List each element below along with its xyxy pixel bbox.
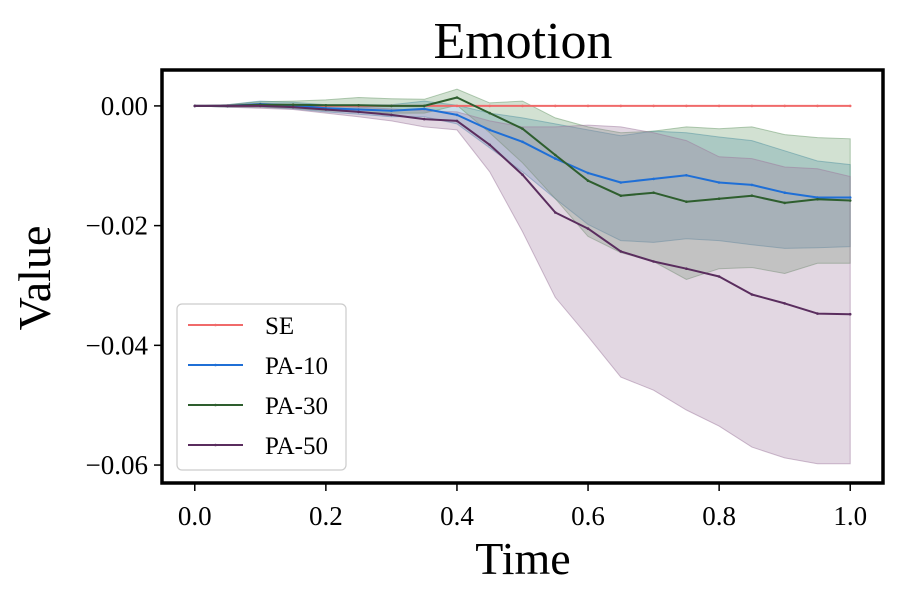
point-pa-10 — [357, 108, 360, 111]
point-pa-30 — [554, 153, 557, 157]
point-pa-10 — [783, 191, 786, 194]
point-se — [554, 104, 557, 108]
point-se — [685, 104, 688, 108]
series-lines — [193, 96, 852, 316]
plot-frame — [160, 68, 885, 485]
point-pa-50 — [652, 260, 655, 263]
legend-marker-pa-10 — [214, 363, 217, 367]
point-pa-10 — [586, 171, 590, 175]
legend-marker-se — [214, 323, 217, 327]
point-pa-30 — [652, 191, 655, 194]
point-se — [816, 104, 819, 108]
y-axis-title: Value — [9, 226, 60, 331]
point-pa-30 — [521, 127, 524, 130]
point-pa-50 — [226, 104, 229, 108]
point-pa-50 — [357, 110, 360, 114]
point-pa-10 — [521, 140, 524, 144]
point-pa-30 — [816, 198, 819, 201]
x-axis-ticks: 0.0 0.2 0.4 0.6 0.8 1.0 — [178, 483, 867, 531]
point-pa-30 — [422, 104, 426, 108]
y-tick-label: −0.04 — [86, 330, 149, 360]
point-pa-30 — [488, 111, 492, 115]
y-tick-label: 0.00 — [101, 91, 148, 121]
point-pa-50 — [259, 104, 262, 108]
legend: SE PA-10 PA-30 PA-50 — [176, 303, 347, 471]
x-tick-label: 0.6 — [571, 501, 605, 531]
point-pa-30 — [291, 103, 295, 106]
point-pa-30 — [619, 194, 623, 197]
band-pa-50 — [194, 102, 851, 465]
legend-label-pa-50: PA-50 — [265, 433, 328, 460]
point-pa-30 — [848, 199, 852, 202]
point-pa-50 — [521, 173, 524, 176]
point-pa-50 — [390, 113, 393, 117]
point-se — [586, 104, 590, 108]
point-se — [619, 104, 623, 108]
point-pa-30 — [357, 104, 360, 107]
point-pa-50 — [848, 312, 852, 316]
x-tick-label: 0.8 — [702, 501, 736, 531]
point-pa-50 — [193, 104, 197, 108]
point-pa-10 — [816, 196, 819, 199]
point-se — [717, 104, 721, 108]
legend-marker-pa-30 — [214, 403, 217, 407]
point-se — [750, 104, 754, 108]
point-pa-50 — [816, 312, 819, 315]
point-pa-50 — [422, 117, 426, 121]
point-pa-50 — [324, 108, 328, 111]
y-tick-label: −0.02 — [86, 211, 148, 241]
x-axis-title: Time — [475, 533, 570, 584]
point-pa-10 — [422, 107, 426, 111]
point-pa-50 — [783, 302, 786, 305]
point-pa-10 — [488, 128, 492, 132]
point-pa-10 — [750, 183, 754, 187]
point-pa-30 — [586, 179, 590, 182]
point-pa-50 — [586, 227, 590, 230]
point-pa-30 — [717, 197, 721, 200]
point-pa-10 — [554, 157, 557, 160]
point-pa-50 — [488, 143, 492, 147]
point-se — [848, 104, 852, 108]
point-se — [652, 104, 655, 108]
point-pa-50 — [717, 275, 721, 278]
legend-marker-pa-50 — [214, 443, 217, 447]
point-pa-50 — [750, 293, 754, 296]
legend-label-se: SE — [265, 313, 294, 340]
chart-title: Emotion — [433, 13, 612, 70]
legend-box — [176, 303, 347, 471]
point-pa-10 — [455, 113, 459, 117]
point-pa-10 — [619, 181, 623, 184]
point-pa-10 — [717, 181, 721, 184]
point-se — [783, 104, 786, 108]
x-tick-label: 0.0 — [178, 501, 212, 531]
point-se — [488, 104, 492, 108]
x-tick-label: 1.0 — [833, 501, 867, 531]
legend-label-pa-30: PA-30 — [265, 393, 328, 420]
point-pa-30 — [750, 194, 754, 197]
point-pa-50 — [619, 250, 623, 253]
point-pa-30 — [324, 104, 328, 107]
confidence-bands — [194, 88, 851, 465]
y-tick-label: −0.06 — [86, 450, 148, 480]
x-tick-label: 0.4 — [440, 501, 474, 531]
point-pa-30 — [783, 201, 786, 205]
point-pa-30 — [685, 200, 688, 203]
x-tick-label: 0.2 — [309, 501, 343, 531]
y-axis-ticks: 0.00 −0.02 −0.04 −0.06 — [86, 91, 162, 480]
point-pa-10 — [652, 177, 655, 181]
point-pa-10 — [390, 109, 393, 112]
point-pa-10 — [685, 174, 688, 177]
legend-label-pa-10: PA-10 — [265, 353, 328, 380]
point-pa-50 — [554, 211, 557, 214]
point-pa-50 — [455, 119, 459, 123]
point-pa-50 — [291, 105, 295, 109]
point-se — [455, 104, 459, 108]
point-pa-30 — [455, 96, 459, 99]
point-pa-10 — [848, 196, 852, 199]
point-se — [521, 104, 524, 108]
point-pa-30 — [390, 104, 393, 108]
point-pa-50 — [685, 267, 688, 271]
